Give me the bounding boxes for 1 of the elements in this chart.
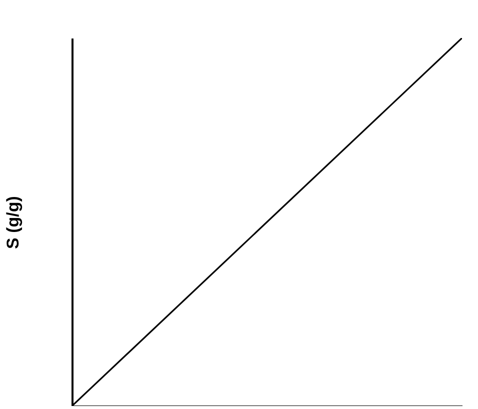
y-axis-title: S (g/g) xyxy=(4,196,22,249)
